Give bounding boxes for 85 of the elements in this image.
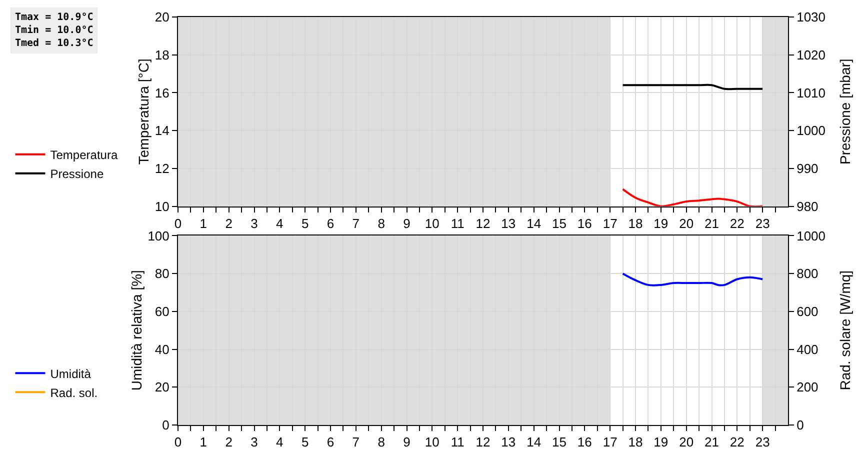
- x-tick-label: 9: [403, 434, 410, 450]
- x-tick-label: 7: [352, 434, 360, 450]
- x-tick-label: 0: [174, 216, 182, 231]
- y2-tick-label: 1020: [796, 47, 826, 62]
- y-tick-label: 40: [154, 342, 170, 357]
- text: Tmax = 10.9°C: [15, 12, 94, 23]
- legend-label: Temperatura: [50, 148, 118, 162]
- y2-tick-label: 980: [796, 198, 818, 214]
- y-tick-label: 80: [154, 266, 170, 282]
- x-tick-label: 23: [755, 216, 770, 231]
- x-tick-label: 6: [326, 434, 334, 450]
- y-tick-label: 16: [154, 85, 170, 100]
- text: Tmed = 10.3°C: [15, 38, 94, 49]
- y2-tick-label: 1010: [796, 85, 826, 100]
- x-tick-label: 6: [326, 216, 334, 231]
- x-tick-label: 11: [450, 434, 464, 450]
- x-tick-label: 19: [654, 216, 668, 231]
- x-tick-label: 16: [577, 216, 592, 231]
- y2-tick-label: 1030: [796, 10, 826, 25]
- y-tick-label: 14: [154, 123, 170, 138]
- x-tick-label: 23: [755, 434, 770, 450]
- y2-tick-label: 800: [796, 266, 818, 282]
- y2-tick-label: 200: [796, 380, 818, 395]
- y2-tick-label: 0: [796, 418, 804, 433]
- x-tick-label: 5: [301, 434, 309, 450]
- x-tick-label: 14: [526, 216, 542, 231]
- legend-label: Pressione: [50, 167, 104, 182]
- x-tick-label: 21: [704, 216, 719, 231]
- x-tick-label: 13: [501, 434, 516, 450]
- y-tick-label: 18: [154, 47, 170, 62]
- x-tick-label: 15: [552, 216, 566, 231]
- y2-tick-label: 400: [796, 342, 818, 357]
- x-tick-label: 13: [501, 216, 516, 231]
- y-axis-title: Temperatura [°C]: [136, 58, 152, 165]
- x-tick-label: 10: [424, 434, 440, 450]
- x-tick-label: 15: [552, 434, 566, 450]
- x-tick-label: 14: [526, 434, 542, 450]
- y-tick-label: 60: [154, 304, 170, 319]
- y-tick-label: 12: [154, 160, 170, 176]
- legend-label: Umidità: [50, 366, 92, 381]
- y-axis-title: Umidità relativa [%]: [128, 270, 144, 391]
- x-tick-label: 8: [378, 216, 385, 231]
- x-tick-label: 2: [225, 434, 232, 450]
- y-tick-label: 0: [162, 418, 170, 433]
- y-tick-label: 10: [154, 198, 170, 214]
- x-tick-label: 12: [476, 216, 490, 231]
- legend-label: Rad. sol.: [50, 386, 98, 400]
- x-tick-label: 21: [704, 434, 719, 450]
- y2-axis-title: Rad. solare [W/mq]: [836, 270, 853, 390]
- x-tick-label: 10: [424, 216, 440, 231]
- y-tick-label: 100: [148, 228, 170, 244]
- line-series: [622, 272, 764, 286]
- x-tick-label: 4: [276, 216, 284, 231]
- x-tick-label: 4: [276, 434, 284, 450]
- x-tick-label: 2: [225, 216, 232, 231]
- x-tick-label: 16: [577, 434, 592, 450]
- y-tick-label: 20: [154, 380, 170, 395]
- x-tick-label: 0: [174, 434, 182, 450]
- line-series: [622, 188, 764, 206]
- x-tick-label: 9: [403, 216, 410, 231]
- x-tick-label: 1: [200, 216, 208, 231]
- x-tick-label: 1: [200, 434, 208, 450]
- x-tick-label: 19: [654, 434, 668, 450]
- x-tick-label: 18: [628, 216, 643, 231]
- x-tick-label: 3: [250, 216, 258, 231]
- text: Tmin = 10.0°C: [15, 24, 94, 36]
- x-tick-label: 5: [301, 216, 309, 231]
- x-tick-label: 17: [602, 434, 618, 450]
- x-tick-label: 11: [450, 216, 464, 231]
- x-tick-label: 7: [352, 216, 360, 231]
- y2-tick-label: 1000: [796, 228, 826, 244]
- y2-tick-label: 990: [796, 160, 818, 176]
- y2-axis-title: Pressione [mbar]: [836, 58, 853, 165]
- x-tick-label: 20: [679, 216, 694, 231]
- x-tick-label: 22: [730, 434, 744, 450]
- x-tick-label: 18: [628, 434, 643, 450]
- x-tick-label: 12: [476, 434, 490, 450]
- y-tick-label: 20: [154, 10, 170, 25]
- x-tick-label: 20: [679, 434, 694, 450]
- x-tick-label: 8: [378, 434, 385, 450]
- y2-tick-label: 600: [796, 304, 818, 319]
- x-tick-label: 17: [602, 216, 618, 231]
- x-tick-label: 22: [730, 216, 744, 231]
- x-tick-label: 3: [250, 434, 258, 450]
- y2-tick-label: 1000: [796, 123, 826, 138]
